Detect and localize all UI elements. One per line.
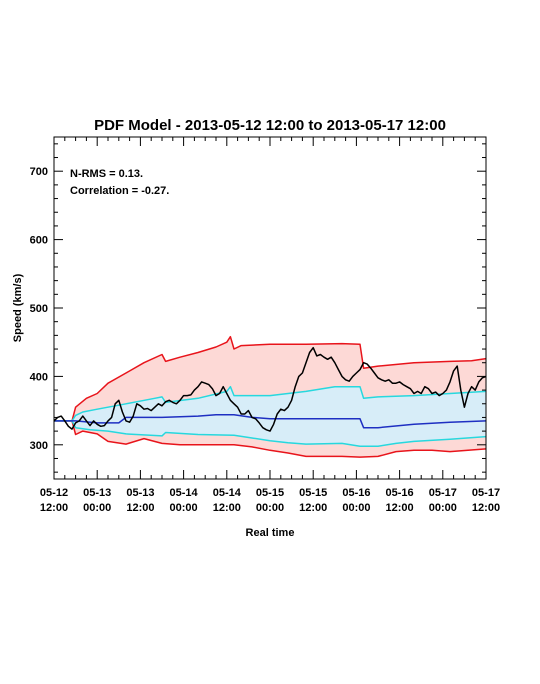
y-tick-label: 400 (30, 371, 48, 383)
x-tick-date: 05-16 (342, 487, 370, 499)
y-tick-label: 700 (30, 166, 48, 178)
x-tick-date: 05-15 (256, 487, 284, 499)
inner-upper-line (54, 385, 487, 422)
chart-title: PDF Model - 2013-05-12 12:00 to 2013-05-… (94, 117, 446, 134)
x-tick-date: 05-15 (299, 487, 327, 499)
x-tick-time: 00:00 (429, 502, 457, 514)
x-tick-date: 05-14 (170, 487, 199, 499)
y-tick-label: 300 (30, 440, 48, 452)
y-axis-ticks: 300 400 500 600 700 (30, 143, 486, 473)
x-tick-time: 12:00 (40, 502, 68, 514)
x-axis-label: Real time (246, 527, 295, 539)
x-tick-date: 05-13 (83, 487, 111, 499)
outer-upper-line (54, 335, 487, 422)
series-lines (53, 335, 487, 458)
x-tick-date: 05-17 (472, 487, 500, 499)
y-tick-label: 600 (30, 235, 48, 247)
correlation-annotation: Correlation = -0.27. (70, 185, 169, 197)
x-tick-time: 00:00 (83, 502, 111, 514)
y-tick-label: 500 (30, 303, 48, 315)
x-tick-date: 05-13 (126, 487, 154, 499)
observed-line (53, 346, 487, 432)
x-tick-date: 05-17 (429, 487, 457, 499)
inner-band-area (54, 386, 486, 447)
nrms-annotation: N-RMS = 0.13. (70, 168, 143, 180)
x-tick-date: 05-12 (40, 487, 68, 499)
x-tick-time: 12:00 (472, 502, 500, 514)
x-tick-time: 00:00 (256, 502, 284, 514)
x-axis-ticks: 05-12 12:00 05-13 00:00 05-13 12:00 05-14 00:00… (40, 137, 500, 514)
inner-lower-line (54, 420, 487, 447)
x-tick-date: 05-14 (213, 487, 242, 499)
outer-lower-line (54, 420, 487, 458)
x-tick-time: 12:00 (126, 502, 154, 514)
x-tick-time: 12:00 (386, 502, 414, 514)
x-tick-time: 00:00 (170, 502, 198, 514)
x-tick-time: 12:00 (213, 502, 241, 514)
x-tick-time: 00:00 (342, 502, 370, 514)
x-tick-time: 12:00 (299, 502, 327, 514)
x-tick-date: 05-16 (386, 487, 414, 499)
y-axis-label: Speed (km/s) (12, 273, 24, 342)
